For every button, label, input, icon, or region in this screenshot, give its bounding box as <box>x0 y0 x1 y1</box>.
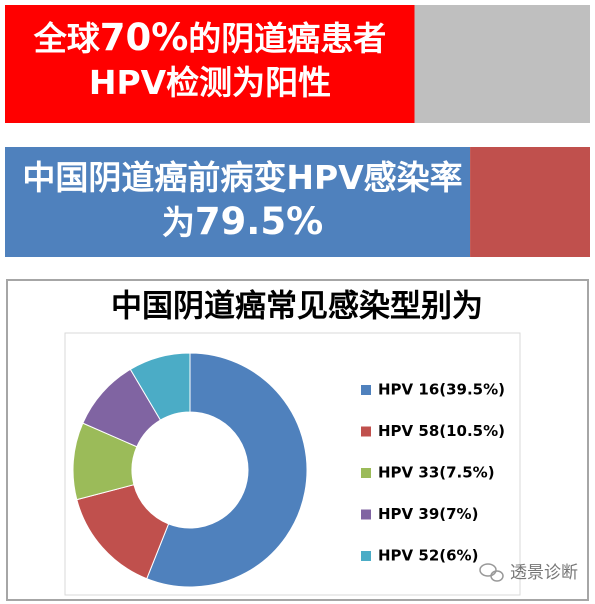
watermark: 透景诊断 <box>510 563 578 583</box>
legend-label: HPV 52(6%) <box>378 547 478 565</box>
legend-swatch <box>361 426 371 437</box>
bar <box>5 147 471 257</box>
bar <box>5 5 415 123</box>
legend-swatch <box>361 385 371 395</box>
legend-label: HPV 33(7.5%) <box>378 464 495 482</box>
watermark-icon <box>479 563 504 582</box>
legend-label: HPV 16(39.5%) <box>378 381 505 399</box>
bar-title: 全球70%的阴道癌患者HPV检测为阳性 <box>25 16 395 105</box>
legend-label: HPV 39(7%) <box>378 505 478 523</box>
title-text: 中国阴道癌前病变HPV感染率为 <box>22 158 463 242</box>
chart-title: 中国阴道癌常见感染型别为 <box>111 289 483 325</box>
title-text: 全球 <box>33 19 100 58</box>
bar-rest <box>470 147 590 257</box>
donut-slice <box>146 352 308 588</box>
legend-label: HPV 58(10.5%) <box>378 422 505 440</box>
legend-swatch <box>361 509 371 520</box>
bar-rest <box>414 5 590 123</box>
bar-title: 中国阴道癌前病变HPV感染率为79.5% <box>20 156 465 245</box>
legend-swatch <box>361 468 371 478</box>
title-text: 的阴道癌患者HPV检测为阳性 <box>88 19 387 102</box>
legend-swatch <box>361 551 371 561</box>
value-label: 79.5% <box>194 200 324 243</box>
donut-slice <box>129 352 191 421</box>
value-label: 70% <box>99 16 189 59</box>
